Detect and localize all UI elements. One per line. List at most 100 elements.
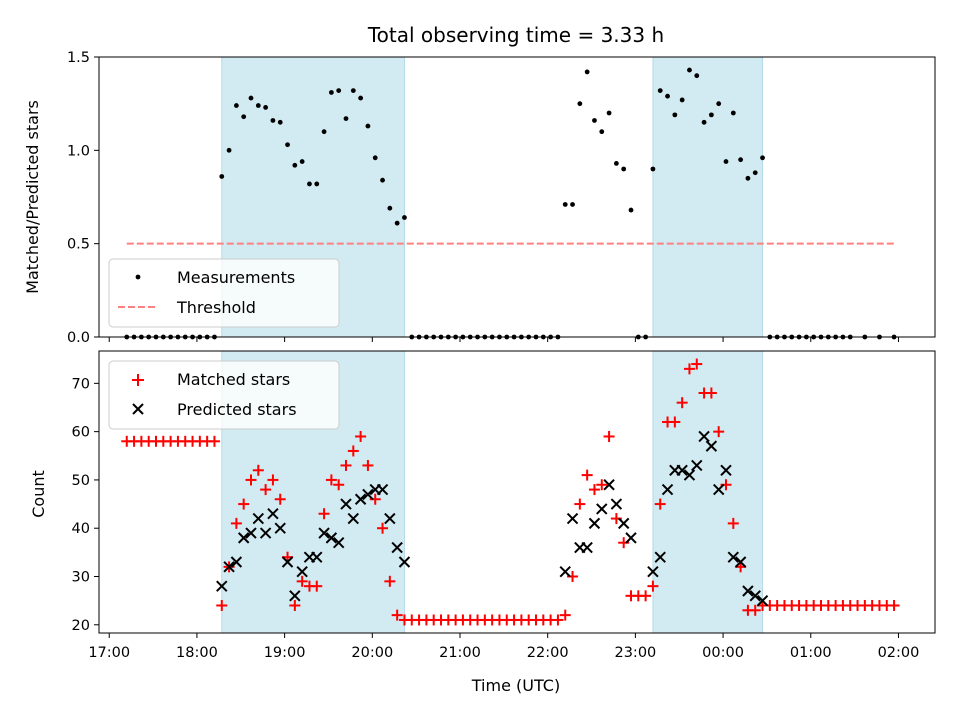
measurements-point: [584, 69, 590, 75]
measurements-point: [708, 112, 714, 118]
legend-marker-measurements: [135, 274, 141, 280]
measurements-point: [730, 110, 736, 116]
matched-stars-point: [311, 580, 323, 592]
predicted-stars-point: [281, 556, 294, 568]
measurements-point: [277, 119, 283, 125]
predicted-stars-point: [734, 556, 747, 568]
top-panel-frame: [98, 56, 936, 338]
top-panel-y-ticks: 0.0 0.5 1.0 1.5: [67, 50, 99, 346]
predicted-stars-point: [720, 464, 732, 476]
measurements-point: [336, 88, 342, 93]
matched-stars-point: [318, 508, 330, 520]
legend-marker-predicted-stars: [132, 403, 144, 415]
predicted-stars-point: [603, 479, 615, 491]
measurements-point: [599, 129, 605, 135]
predicted-stars-point: [252, 512, 265, 525]
y-tick-label: 50: [72, 473, 90, 489]
x-tick-label: 21:00: [439, 645, 481, 661]
top-panel-x-ticks: [108, 337, 899, 342]
predicted-stars-point: [661, 483, 674, 496]
predicted-stars-point: [727, 551, 740, 563]
predicted-stars-point: [216, 580, 228, 592]
legend-label-predicted-stars: Predicted stars: [177, 400, 297, 419]
measurements-point: [657, 88, 663, 93]
measurements-point: [694, 73, 700, 79]
predicted-stars-point: [318, 527, 330, 539]
x-tick-label: 17:00: [88, 645, 130, 661]
top-legend-box: [108, 258, 340, 328]
predicted-stars-point: [712, 483, 725, 496]
x-tick-label: 20:00: [351, 645, 393, 661]
predicted-stars-point: [647, 565, 659, 578]
y-tick-label: 30: [72, 570, 90, 586]
y-tick-label: 60: [72, 425, 90, 441]
predicted-stars-point: [376, 483, 389, 496]
matched-stars-point: [654, 498, 666, 510]
measurements-point: [314, 181, 320, 187]
matched-stars-point: [296, 575, 308, 587]
matched-stars-point: [391, 609, 403, 621]
measurements-point: [226, 147, 232, 153]
matched-stars-point: [252, 464, 264, 476]
y-tick-label: 0.5: [67, 237, 90, 253]
measurements-point: [219, 174, 225, 179]
x-tick-label: 18:00: [176, 645, 218, 661]
predicted-stars-point: [325, 532, 338, 544]
measurements-point: [723, 159, 729, 164]
measurements-point: [738, 157, 744, 163]
predicted-stars-point: [311, 551, 323, 563]
measurements-point: [358, 95, 364, 101]
matched-stars-point: [340, 459, 352, 471]
predicted-stars-point: [625, 532, 637, 544]
measurements-point: [621, 166, 627, 172]
predicted-stars-point: [332, 536, 345, 549]
predicted-stars-point: [354, 493, 367, 505]
predicted-stars-point: [691, 459, 703, 472]
measurements-point: [606, 110, 612, 116]
measurements-point: [760, 155, 765, 161]
measurements-point: [365, 123, 371, 129]
legend-marker-matched-stars: [132, 374, 144, 386]
matched-stars-point: [713, 426, 725, 438]
top-panel: Total observing time = 3.33 h Matched/Pr…: [23, 23, 936, 346]
predicted-stars-point: [296, 565, 308, 578]
x-tick-label: 01:00: [790, 645, 832, 661]
measurements-point: [628, 207, 634, 213]
predicted-stars-point: [676, 464, 688, 476]
top-panel-y-axis-label: Matched/Predicted stars: [23, 100, 42, 294]
y-tick-label: 70: [72, 376, 90, 392]
x-tick-label: 00:00: [702, 645, 744, 661]
top-panel-title: Total observing time = 3.33 h: [367, 23, 664, 47]
top-panel-series: [124, 67, 897, 340]
matched-stars-point: [347, 445, 359, 457]
predicted-stars-point: [259, 527, 272, 539]
matched-stars-point: [333, 479, 345, 491]
matched-stars-point: [216, 599, 228, 611]
measurements-point: [679, 97, 685, 103]
measurements-point: [402, 215, 407, 220]
predicted-stars-point: [237, 532, 250, 544]
matched-stars-point: [888, 599, 900, 611]
measurements-point: [613, 161, 619, 166]
x-tick-label: 22:00: [527, 645, 569, 661]
measurements-point: [328, 90, 334, 95]
measurements-point: [752, 170, 758, 176]
matched-stars-point: [581, 469, 593, 481]
y-tick-label: 1.0: [67, 143, 90, 159]
matched-stars-point: [691, 358, 703, 370]
measurements-point: [350, 88, 356, 93]
x-tick-label: 19:00: [264, 645, 306, 661]
predicted-stars-point: [588, 517, 601, 530]
measurements-point: [299, 159, 305, 164]
measurements-point: [285, 142, 290, 148]
measurements-point: [592, 118, 597, 123]
matched-stars-point: [640, 590, 652, 602]
predicted-stars-point: [230, 556, 243, 568]
measurements-point: [233, 103, 239, 108]
x-tick-label: 23:00: [614, 645, 656, 661]
measurements-point: [292, 162, 298, 168]
shaded-interval: [652, 56, 764, 338]
matched-stars-point: [647, 580, 659, 592]
bottom-panel-y-ticks: 20 30 40 50 60 70: [72, 376, 99, 634]
